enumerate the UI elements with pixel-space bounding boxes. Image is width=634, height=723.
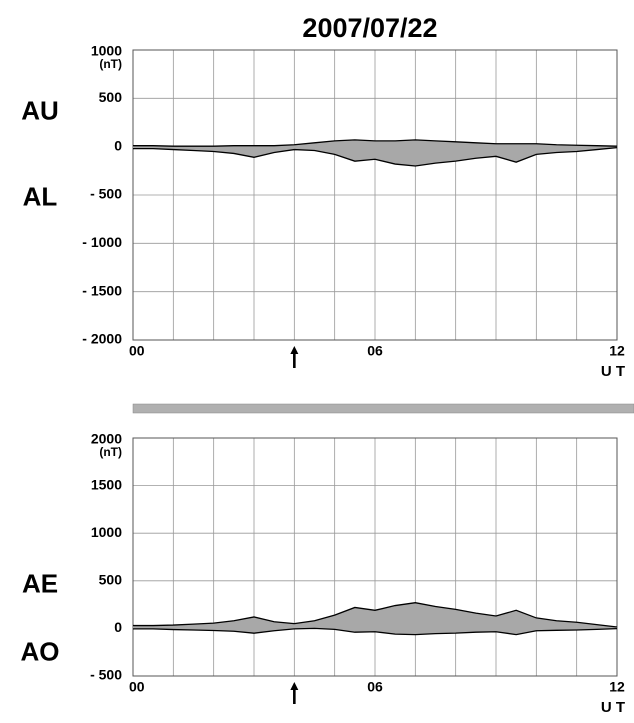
- series-name: AE: [22, 568, 58, 598]
- series-line: [133, 627, 618, 636]
- y-unit: (nT): [99, 57, 122, 71]
- x-tick-label: 06: [367, 343, 383, 359]
- x-tick-label: 00: [129, 343, 145, 359]
- y-unit: (nT): [99, 445, 122, 459]
- x-axis-label: U T: [601, 699, 625, 716]
- y-tick-label: 500: [99, 89, 123, 105]
- arrow-marker: [290, 346, 299, 368]
- fill-band: [133, 139, 617, 166]
- x-tick-label: 12: [609, 343, 625, 359]
- y-tick-label: 1500: [91, 476, 122, 492]
- series-name: AO: [21, 636, 60, 666]
- plot-frame: [132, 49, 618, 341]
- arrow-marker: [290, 682, 299, 704]
- x-axis-label: U T: [601, 363, 625, 380]
- series-line: [133, 146, 618, 167]
- y-tick-label: 2000: [91, 431, 122, 447]
- y-tick-label: 0: [114, 619, 122, 635]
- y-tick-label: 500: [99, 572, 123, 588]
- x-tick-label: 12: [609, 679, 625, 695]
- data-bar: [132, 403, 634, 414]
- series-name: AL: [23, 182, 58, 212]
- series-name: AU: [21, 96, 59, 126]
- y-tick-label: - 1500: [82, 282, 122, 298]
- chart-title: 2007/07/22: [302, 13, 437, 43]
- y-tick-label: 1000: [91, 524, 122, 540]
- y-tick-label: - 2000: [82, 331, 122, 347]
- plot-frame: [132, 437, 618, 677]
- series-line: [133, 139, 618, 147]
- y-tick-label: - 1000: [82, 234, 122, 250]
- x-tick-label: 00: [129, 679, 145, 695]
- y-tick-label: 0: [114, 137, 122, 153]
- x-tick-label: 06: [367, 679, 383, 695]
- y-tick-label: - 500: [90, 186, 122, 202]
- y-tick-label: - 500: [90, 667, 122, 683]
- series-line: [133, 602, 618, 628]
- y-tick-label: 1000: [91, 43, 122, 59]
- fill-band: [133, 602, 617, 635]
